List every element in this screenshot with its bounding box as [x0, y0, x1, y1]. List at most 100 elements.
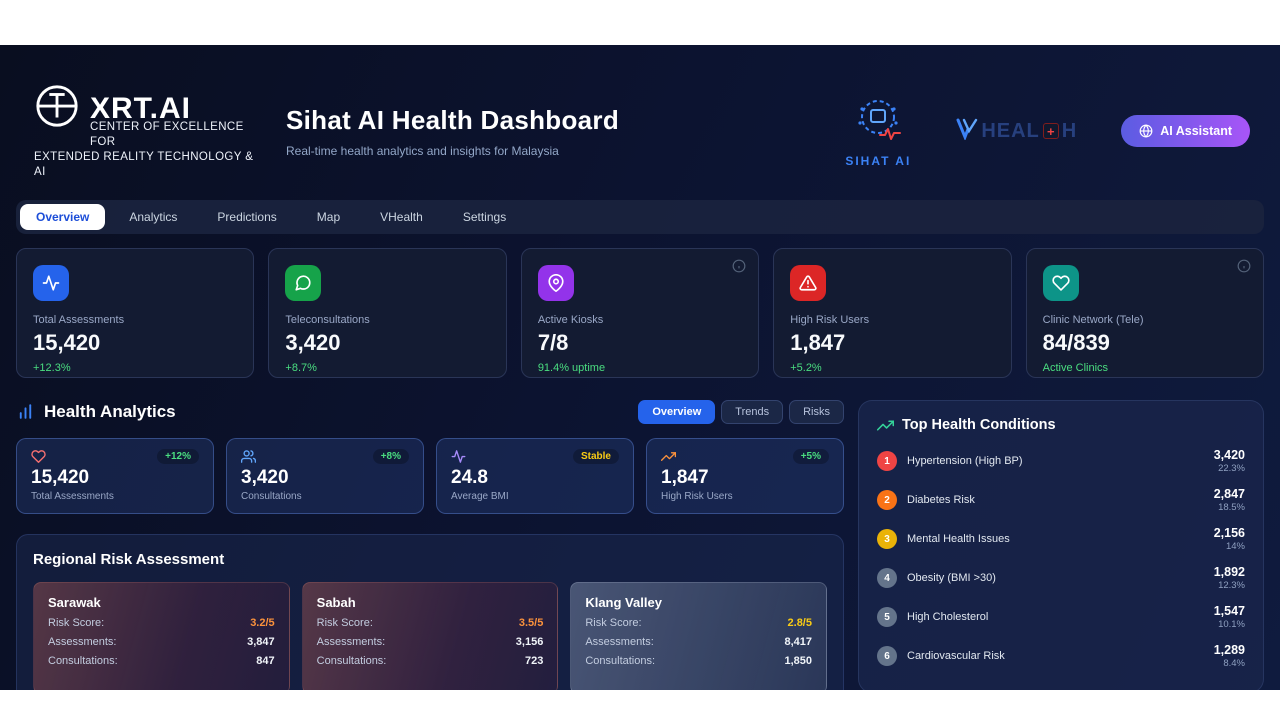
vhealth-v-icon — [955, 118, 979, 145]
toggle-overview[interactable]: Overview — [638, 399, 716, 424]
consultations-value: 1,850 — [784, 654, 812, 667]
consultations-label: Consultations: — [585, 654, 656, 667]
title-block: Sihat AI Health Dashboard Real-time heal… — [286, 105, 619, 158]
trending-up-icon — [661, 449, 676, 464]
bar-chart-icon — [16, 402, 35, 421]
risk-score-label: Risk Score: — [316, 616, 373, 629]
mini-label: Total Assessments — [31, 490, 114, 502]
condition-name: Mental Health Issues — [907, 533, 1010, 546]
rank-badge: 2 — [877, 490, 897, 511]
condition-name: Hypertension (High BP) — [907, 455, 1023, 468]
tab-analytics[interactable]: Analytics — [129, 209, 178, 224]
condition-row-mental-health: 3 Mental Health Issues 2,156 14% — [877, 520, 1245, 559]
rank-badge: 4 — [877, 568, 897, 589]
assessments-value: 3,156 — [515, 635, 544, 648]
stat-card-total-assessments: Total Assessments 15,420 +12.3% — [16, 247, 255, 378]
mini-card-total-assessments: +12% 15,420 Total Assessments — [16, 437, 214, 514]
mini-label: Consultations — [241, 490, 302, 502]
rank-badge: 1 — [877, 451, 897, 472]
assessments-label: Assessments: — [585, 635, 654, 648]
tab-map[interactable]: Map — [316, 209, 341, 224]
condition-row-diabetes: 2 Diabetes Risk 2,847 18.5% — [877, 481, 1245, 520]
regional-title: Regional Risk Assessment — [33, 550, 225, 568]
risk-score-value: 2.8/5 — [787, 616, 812, 629]
analytics-header: Health Analytics Overview Trends Risks — [16, 399, 844, 424]
stat-value: 7/8 — [537, 329, 569, 355]
risk-score-label: Risk Score: — [48, 616, 105, 629]
consultations-value: 847 — [256, 654, 275, 667]
stat-cards-row: Total Assessments 15,420 +12.3% Telecons… — [16, 247, 1265, 378]
regional-risk-panel: Regional Risk Assessment Sarawak Risk Sc… — [16, 533, 844, 690]
tab-predictions[interactable]: Predictions — [217, 209, 277, 224]
vhealth-text-2: H — [1061, 119, 1078, 142]
stat-card-clinic-network: Clinic Network (Tele) 84/839 Active Clin… — [1025, 247, 1265, 378]
toggle-risks[interactable]: Risks — [789, 399, 844, 424]
region-card-sarawak: Sarawak Risk Score: 3.2/5 Assessments: 3,8… — [33, 581, 290, 690]
condition-row-hypertension: 1 Hypertension (High BP) 3,420 22.3% — [877, 442, 1245, 481]
rank-badge: 3 — [877, 529, 897, 550]
region-card-sabah: Sabah Risk Score: 3.5/5 Assessments: 3,156… — [301, 581, 559, 690]
map-pin-icon — [537, 264, 574, 301]
condition-name: High Cholesterol — [907, 611, 989, 624]
mini-card-consultations: +8% 3,420 Consultations — [226, 437, 424, 514]
mini-card-average-bmi: Stable 24.8 Average BMI — [436, 437, 634, 514]
region-name: Klang Valley — [585, 594, 662, 610]
analytics-title: Health Analytics — [44, 401, 176, 421]
risk-score-value: 3.2/5 — [250, 616, 275, 629]
analytics-toggles: Overview Trends Risks — [638, 399, 844, 424]
main-nav: Overview Analytics Predictions Map VHeal… — [16, 199, 1264, 234]
page-title: Sihat AI Health Dashboard — [286, 104, 620, 135]
mini-value: 3,420 — [241, 466, 289, 488]
mini-card-high-risk-users: +5% 1,847 High Risk Users — [646, 437, 844, 514]
mini-value: 15,420 — [31, 466, 90, 488]
chat-icon — [285, 264, 322, 301]
top-health-conditions-panel: Top Health Conditions 1 Hypertension (Hi… — [858, 399, 1264, 690]
status-badge: Stable — [572, 448, 619, 464]
stat-label: Clinic Network (Tele) — [1042, 313, 1144, 326]
consultations-label: Consultations: — [48, 654, 118, 667]
stat-value: 84/839 — [1042, 329, 1110, 355]
stat-delta: +5.2% — [790, 361, 822, 374]
brand-name: XRT.AI — [90, 91, 192, 125]
info-icon[interactable] — [732, 259, 746, 278]
stat-delta: +8.7% — [285, 361, 317, 374]
stat-card-teleconsultations: Teleconsultations 3,420 +8.7% — [268, 247, 507, 378]
brand-tagline-2: EXTENDED REALITY TECHNOLOGY & AI — [34, 150, 254, 178]
condition-name: Diabetes Risk — [907, 494, 975, 507]
toggle-trends[interactable]: Trends — [721, 399, 784, 424]
condition-pct: 8.4% — [1223, 658, 1245, 670]
assessments-value: 8,417 — [784, 635, 812, 648]
heart-icon — [1042, 264, 1079, 301]
condition-value: 1,289 — [1213, 643, 1245, 658]
condition-value: 1,892 — [1213, 565, 1245, 580]
condition-pct: 22.3% — [1218, 463, 1245, 475]
heart-icon — [31, 449, 46, 464]
condition-pct: 10.1% — [1218, 619, 1245, 631]
rank-badge: 5 — [877, 607, 897, 628]
tab-vhealth[interactable]: VHealth — [380, 209, 423, 224]
tab-settings[interactable]: Settings — [462, 209, 507, 224]
info-icon[interactable] — [1237, 259, 1251, 278]
consultations-value: 723 — [524, 654, 544, 667]
xrt-logo: XRT.AI CENTER OF EXCELLENCE FOR EXTENDED… — [34, 83, 256, 180]
mini-value: 1,847 — [661, 466, 709, 488]
assessments-label: Assessments: — [316, 635, 386, 648]
trending-up-icon — [877, 417, 894, 434]
globe-icon — [1139, 124, 1153, 139]
rank-badge: 6 — [877, 646, 897, 667]
stat-label: Teleconsultations — [285, 313, 370, 326]
tab-overview[interactable]: Overview — [20, 203, 106, 230]
condition-value: 1,547 — [1213, 604, 1245, 619]
region-name: Sabah — [316, 594, 356, 610]
dashboard: XRT.AI CENTER OF EXCELLENCE FOR EXTENDED… — [0, 45, 1280, 690]
condition-pct: 14% — [1225, 541, 1245, 553]
region-name: Sarawak — [48, 594, 101, 610]
ai-assistant-button[interactable]: AI Assistant — [1121, 115, 1250, 148]
pulse-icon — [451, 449, 466, 464]
sihat-ai-label: SIHAT AI — [845, 153, 912, 168]
header: XRT.AI CENTER OF EXCELLENCE FOR EXTENDED… — [0, 45, 1280, 180]
risk-score-value: 3.5/5 — [518, 616, 544, 629]
assessments-value: 3,847 — [247, 635, 275, 648]
vhealth-cross-icon: + — [1042, 123, 1059, 140]
vhealth-text-1: HEAL — [981, 119, 1040, 142]
